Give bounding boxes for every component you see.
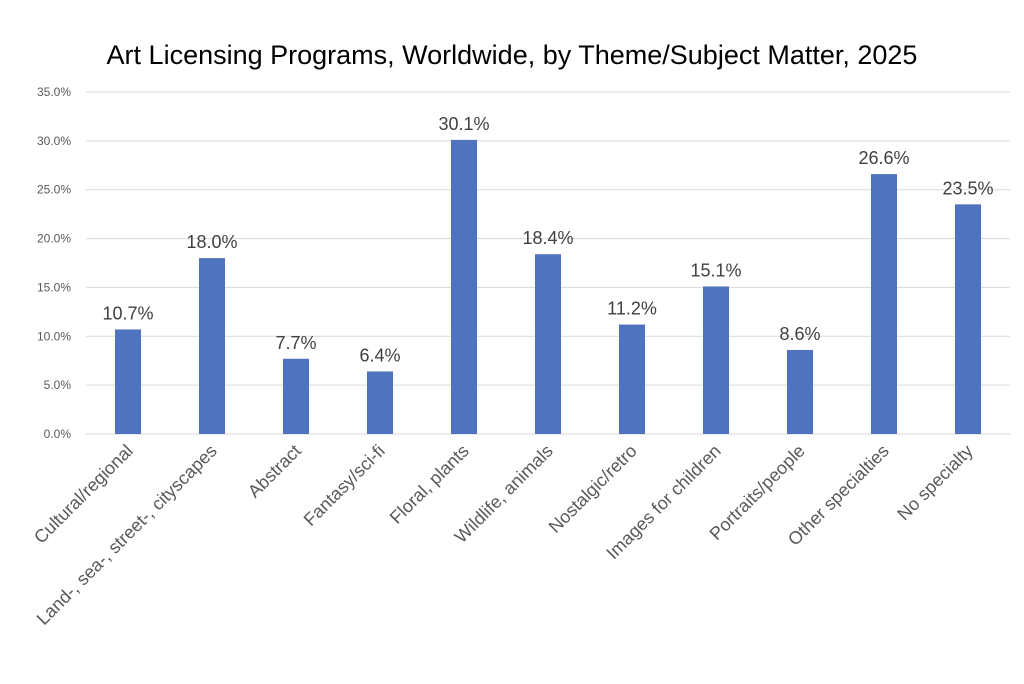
bars: 10.7% 18.0% 7.7% 6.4% 30.1% 18.4% 11.2% 15.1% 8.… (102, 114, 994, 434)
bar (955, 204, 981, 434)
data-label: 8.6% (779, 324, 820, 344)
x-tick-label: Abstract (244, 441, 305, 502)
x-tick-label: No specialty (893, 441, 976, 524)
bar (871, 174, 897, 434)
x-tick-label: Fantasy/sci-fi (300, 441, 389, 530)
y-axis: 0.0% 5.0% 10.0% 15.0% 20.0% 25.0% 30.0% 35.0% (37, 85, 71, 441)
data-label: 23.5% (942, 178, 993, 198)
bar (199, 258, 225, 434)
y-tick-label: 5.0% (44, 378, 72, 392)
chart-title: Art Licensing Programs, Worldwide, by Th… (107, 40, 918, 70)
data-label: 18.0% (186, 232, 237, 252)
y-tick-label: 25.0% (37, 183, 71, 197)
data-label: 7.7% (275, 333, 316, 353)
y-tick-label: 0.0% (44, 427, 72, 441)
y-tick-label: 15.0% (37, 280, 71, 294)
x-tick-label: Land-, sea-, street-, cityscapes (33, 441, 221, 629)
data-label: 11.2% (607, 299, 657, 319)
bar (703, 286, 729, 434)
x-tick-label: Nostalgic/retro (545, 441, 641, 537)
bar (367, 371, 393, 434)
x-tick-label: Floral, plants (386, 441, 473, 528)
data-label: 26.6% (858, 148, 909, 168)
bar (451, 139, 477, 434)
data-label: 15.1% (690, 260, 741, 280)
data-label: 6.4% (359, 345, 400, 365)
bar (535, 254, 561, 434)
y-tick-label: 30.0% (37, 134, 71, 148)
data-label: 10.7% (102, 303, 153, 323)
bar (115, 329, 141, 434)
y-tick-label: 10.0% (37, 329, 71, 343)
bar (619, 324, 645, 434)
y-tick-label: 20.0% (37, 232, 71, 246)
data-label: 18.4% (522, 228, 573, 248)
y-tick-label: 35.0% (37, 85, 71, 99)
bar (787, 349, 813, 434)
data-label: 30.1% (438, 114, 489, 134)
bar (283, 358, 309, 434)
